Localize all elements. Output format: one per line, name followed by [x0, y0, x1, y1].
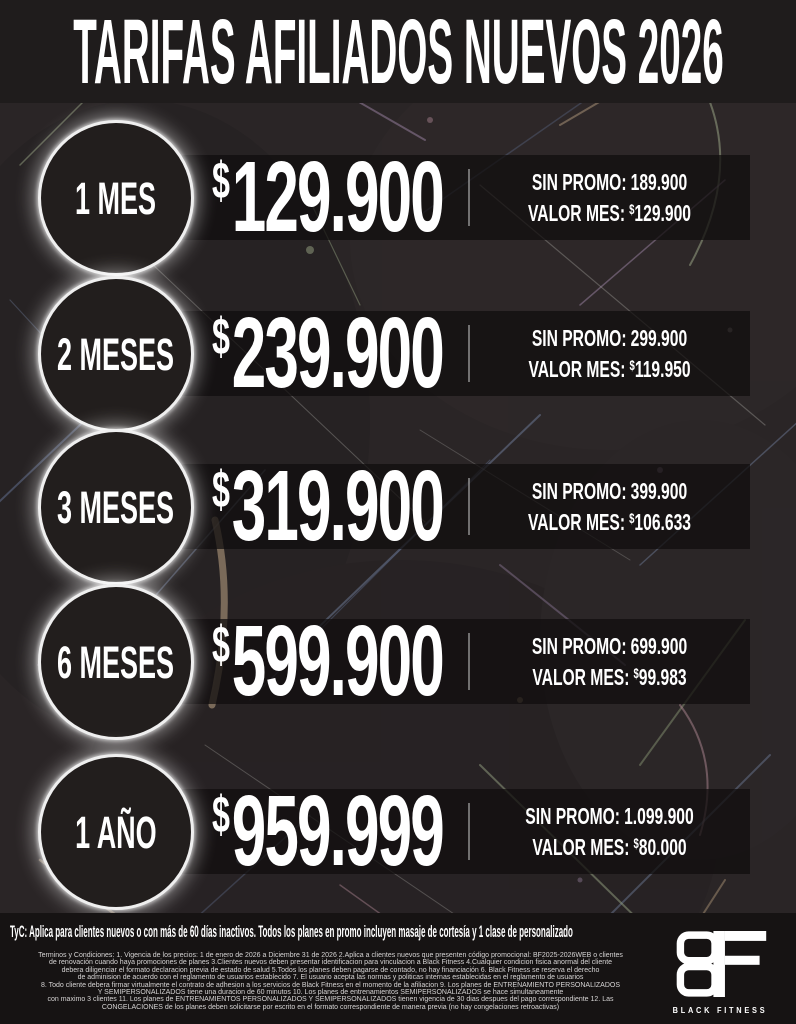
valor-mes-line: VALOR MES: $129.900 — [528, 199, 691, 226]
promo-info: SIN PROMO: 1.099.900 VALOR MES: $80.000 — [477, 803, 742, 861]
vertical-divider — [468, 325, 470, 382]
price-value: 319.900 — [231, 450, 445, 562]
vertical-divider — [468, 478, 470, 535]
sin-promo-line: SIN PROMO: 1.099.900 — [525, 802, 694, 829]
plan-duration-circle: 1 AÑO — [38, 754, 194, 910]
plan-duration-label: 2 MESES — [57, 328, 175, 380]
price-bar: $129.900 SIN PROMO: 189.900 VALOR MES: $12… — [182, 141, 750, 253]
price-bar: $599.900 SIN PROMO: 699.900 VALOR MES: $99… — [182, 605, 750, 717]
promo-info: SIN PROMO: 699.900 VALOR MES: $99.983 — [477, 633, 742, 691]
plan-duration-label: 1 MES — [75, 172, 157, 224]
currency-symbol: $ — [212, 460, 230, 519]
price: $599.900 — [212, 605, 445, 717]
tyc-note: TyC: Aplica para clientes nuevos o con m… — [10, 922, 573, 941]
valor-mes-line: VALOR MES: $99.983 — [532, 663, 687, 690]
plan-duration-label: 1 AÑO — [75, 806, 157, 858]
price-value: 599.900 — [231, 605, 445, 717]
plan-duration-circle: 3 MESES — [38, 429, 194, 585]
sin-promo-line: SIN PROMO: 699.900 — [531, 632, 688, 659]
currency-symbol: $ — [212, 785, 230, 844]
page-title: TARIFAS AFILIADOS NUEVOS 2026 — [72, 0, 724, 103]
price: $319.900 — [212, 450, 445, 562]
terms-text: Terminos y Condiciones: 1. Vigencia de l… — [38, 952, 623, 1011]
price: $239.900 — [212, 297, 445, 409]
currency-symbol: $ — [212, 151, 230, 210]
sin-promo-line: SIN PROMO: 399.900 — [531, 477, 688, 504]
vertical-divider — [468, 169, 470, 226]
footer-band: TyC: Aplica para clientes nuevos o con m… — [0, 913, 796, 1024]
price-bar: $319.900 SIN PROMO: 399.900 VALOR MES: $10… — [182, 450, 750, 562]
plan-duration-label: 6 MESES — [57, 636, 175, 688]
vertical-divider — [468, 803, 470, 860]
promo-info: SIN PROMO: 399.900 VALOR MES: $106.633 — [477, 478, 742, 536]
header-bar: TARIFAS AFILIADOS NUEVOS 2026 — [0, 0, 796, 103]
valor-mes-line: VALOR MES: $80.000 — [532, 833, 687, 860]
valor-mes-line: VALOR MES: $106.633 — [528, 508, 691, 535]
plan-duration-circle: 1 MES — [38, 120, 194, 276]
sin-promo-line: SIN PROMO: 189.900 — [531, 168, 688, 195]
price-value: 239.900 — [231, 297, 445, 409]
bf-logo: BLACK FITNESS — [656, 931, 784, 1015]
promo-info: SIN PROMO: 299.900 VALOR MES: $119.950 — [477, 325, 742, 383]
sin-promo-line: SIN PROMO: 299.900 — [531, 324, 688, 351]
vertical-divider — [468, 633, 470, 690]
bf-monogram-icon — [676, 931, 767, 997]
price-bar: $239.900 SIN PROMO: 299.900 VALOR MES: $11… — [182, 297, 750, 409]
plan-duration-circle: 2 MESES — [38, 276, 194, 432]
price: $129.900 — [212, 141, 445, 253]
valor-mes-line: VALOR MES: $119.950 — [528, 355, 691, 382]
plan-duration-circle: 6 MESES — [38, 584, 194, 740]
currency-symbol: $ — [212, 307, 230, 366]
price-value: 129.900 — [231, 141, 445, 253]
plan-duration-label: 3 MESES — [57, 481, 175, 533]
brand-name: BLACK FITNESS — [672, 1006, 768, 1015]
currency-symbol: $ — [212, 615, 230, 674]
promo-info: SIN PROMO: 189.900 VALOR MES: $129.900 — [477, 169, 742, 227]
price-bar: $959.999 SIN PROMO: 1.099.900 VALOR MES: $… — [182, 775, 750, 887]
price-value: 959.999 — [231, 775, 445, 887]
price: $959.999 — [212, 775, 445, 887]
